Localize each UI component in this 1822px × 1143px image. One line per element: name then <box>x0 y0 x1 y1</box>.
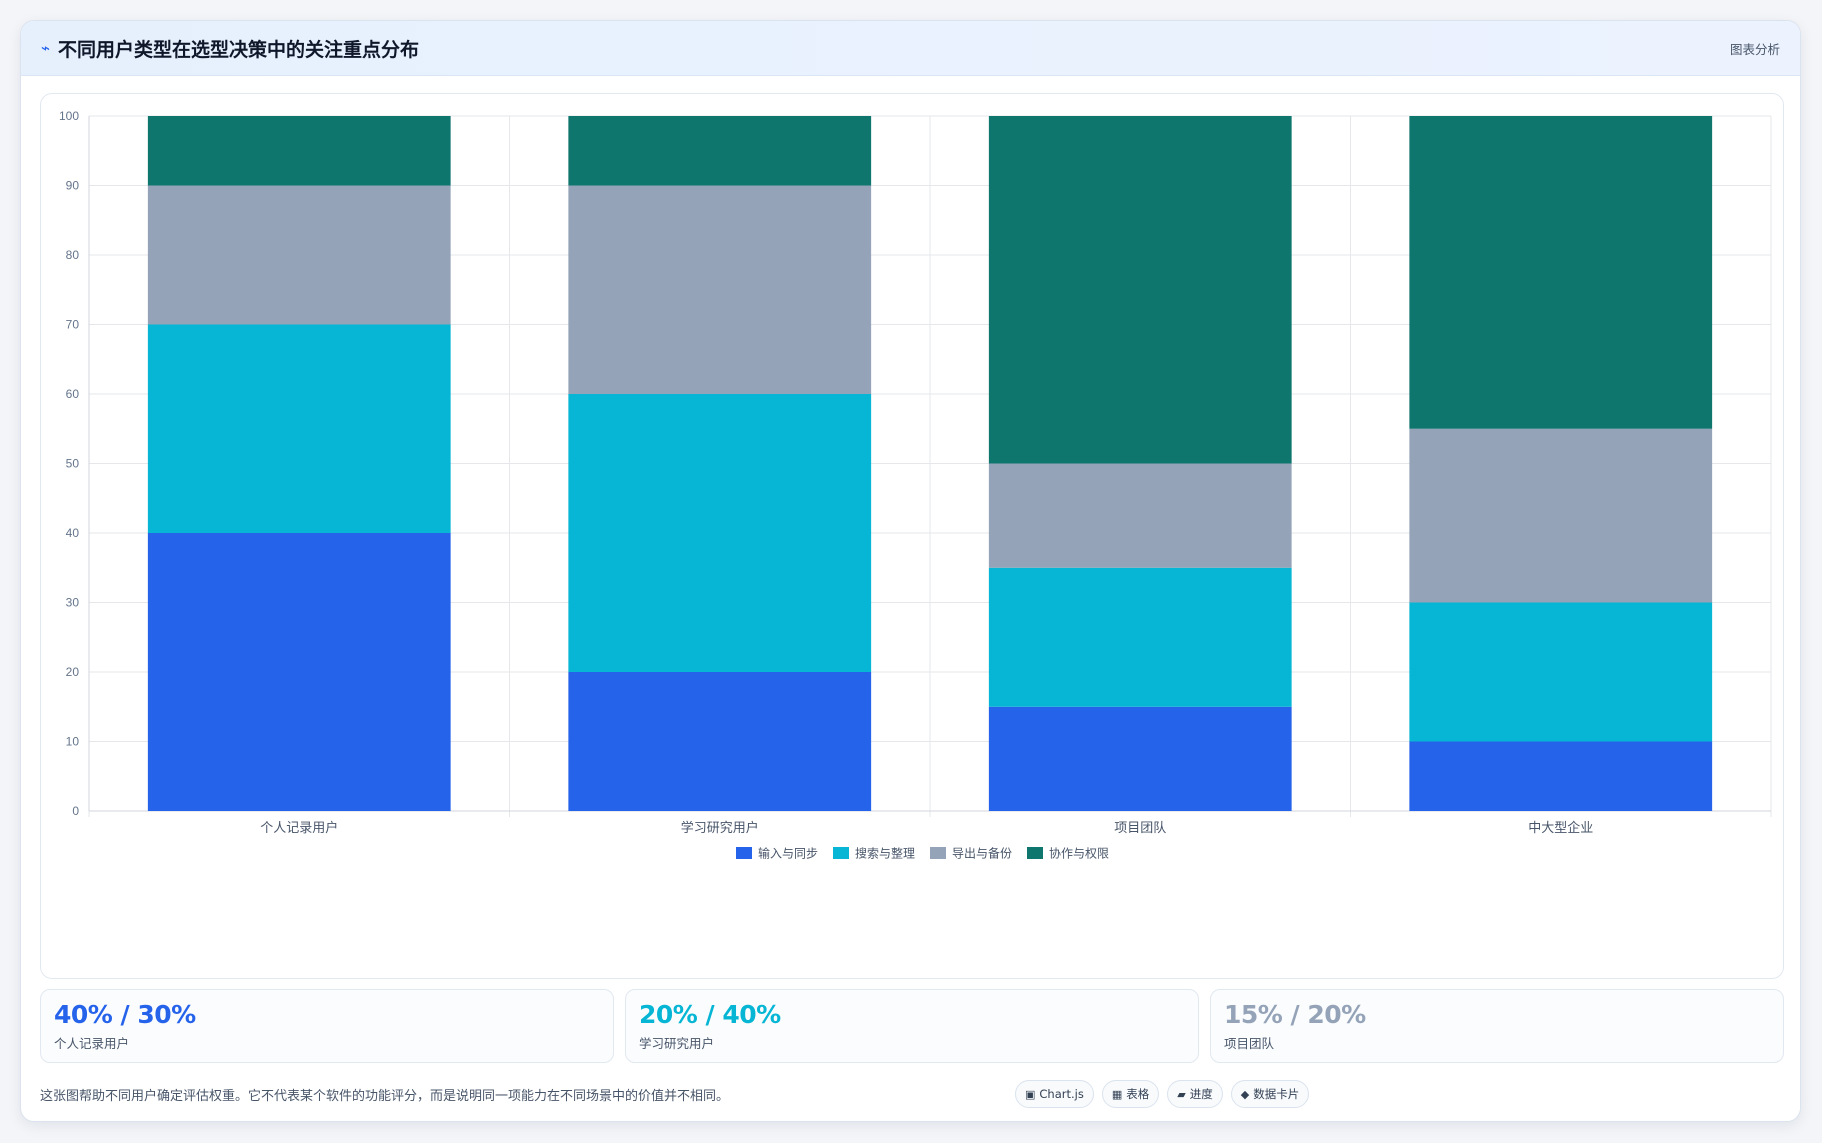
bar-segment <box>147 324 451 533</box>
bar-segment <box>147 116 451 186</box>
legend-swatch <box>1027 847 1043 859</box>
bar-segment <box>1409 741 1713 811</box>
y-tick-label: 0 <box>72 804 79 818</box>
chart-analysis-tag[interactable]: 图表分析 <box>1729 41 1780 57</box>
bar-segment <box>568 116 872 186</box>
bar-segment <box>1409 428 1713 603</box>
y-tick-label: 90 <box>66 179 80 193</box>
pill-chartjs[interactable]: ▣ Chart.js <box>1015 1080 1094 1108</box>
legend-swatch <box>833 847 849 859</box>
legend-swatch <box>736 847 752 859</box>
card-icon: ◆ <box>1240 1087 1250 1101</box>
bar-segment <box>147 533 451 811</box>
bar-segment <box>1409 116 1713 429</box>
pill-label: 进度 <box>1189 1087 1213 1101</box>
legend-label: 导出与备份 <box>952 847 1012 861</box>
y-tick-label: 10 <box>66 735 80 749</box>
pill-label: Chart.js <box>1039 1087 1084 1101</box>
stat-value: 40% / 30% <box>54 1000 196 1029</box>
chart-area: 0 10 20 30 40 50 60 70 80 90 100 个人记录用户 学习研究用户 项目团队 中大… <box>40 93 1784 979</box>
card-header: ⌁ 不同用户类型在选型决策中的关注重点分布 图表分析 <box>21 21 1800 76</box>
chart-icon: ▣ <box>1025 1087 1036 1101</box>
pill-progress[interactable]: ▰ 进度 <box>1167 1080 1223 1108</box>
bar-segment <box>147 185 451 325</box>
x-tick-label: 学习研究用户 <box>681 820 759 835</box>
y-tick-label: 60 <box>66 387 80 401</box>
y-tick-label: 40 <box>66 526 80 540</box>
bar-segment <box>988 567 1292 707</box>
y-tick-label: 50 <box>66 457 80 471</box>
stat-value: 15% / 20% <box>1224 1000 1366 1029</box>
bar-segment <box>988 706 1292 811</box>
pill-label: 数据卡片 <box>1253 1087 1300 1101</box>
pill-label: 表格 <box>1126 1087 1150 1101</box>
legend-swatch <box>930 847 946 859</box>
tech-pills: ▣ Chart.js ▦ 表格 ▰ 进度 ◆ 数据卡片 <box>1015 1080 1310 1108</box>
bar-segment <box>568 185 872 394</box>
card-footer: 这张图帮助不同用户确定评估权重。它不代表某个软件的功能评分，而是说明同一项能力在… <box>40 1077 1784 1111</box>
y-tick-label: 80 <box>66 248 80 262</box>
bar-segment <box>1409 602 1713 742</box>
stat-label: 项目团队 <box>1224 1036 1275 1051</box>
stat-label: 个人记录用户 <box>54 1036 130 1051</box>
x-tick-label: 中大型企业 <box>1528 820 1593 835</box>
y-tick-label: 30 <box>66 596 80 610</box>
bar-segment <box>988 116 1292 464</box>
pill-table[interactable]: ▦ 表格 <box>1101 1080 1160 1108</box>
legend-label: 输入与同步 <box>758 846 818 861</box>
bar-segment <box>568 672 872 811</box>
bar-segment <box>568 394 872 672</box>
stat-card: 20% / 40% 学习研究用户 <box>625 989 1199 1063</box>
table-icon: ▦ <box>1111 1087 1123 1101</box>
progress-icon: ▰ <box>1177 1087 1186 1101</box>
stat-value: 20% / 40% <box>639 1000 781 1029</box>
chart-card: ⌁ 不同用户类型在选型决策中的关注重点分布 图表分析 0 10 20 30 40 50 60… <box>20 20 1801 1122</box>
stat-label: 学习研究用户 <box>639 1036 715 1051</box>
legend-label: 搜索与整理 <box>855 846 915 861</box>
bar-segment <box>988 463 1292 568</box>
y-tick-label: 20 <box>66 665 80 679</box>
trend-icon: ⌁ <box>41 39 51 57</box>
stat-card: 40% / 30% 个人记录用户 <box>40 989 614 1063</box>
x-tick-label: 个人记录用户 <box>260 820 338 835</box>
pill-data-card[interactable]: ◆ 数据卡片 <box>1230 1080 1310 1108</box>
y-tick-label: 70 <box>66 318 80 332</box>
chart-title: 不同用户类型在选型决策中的关注重点分布 <box>58 38 420 61</box>
footer-note: 这张图帮助不同用户确定评估权重。它不代表某个软件的功能评分，而是说明同一项能力在… <box>40 1088 730 1104</box>
legend-label: 协作与权限 <box>1049 846 1109 861</box>
stacked-bar-chart: 0 10 20 30 40 50 60 70 80 90 100 个人记录用户 学习研究用户 项目团队 中大… <box>59 109 1772 861</box>
stat-cards: 40% / 30% 个人记录用户 20% / 40% 学习研究用户 15% / … <box>40 989 1784 1063</box>
stat-card: 15% / 20% 项目团队 <box>1210 989 1784 1063</box>
y-tick-label: 100 <box>59 109 79 123</box>
x-tick-label: 项目团队 <box>1114 820 1166 835</box>
